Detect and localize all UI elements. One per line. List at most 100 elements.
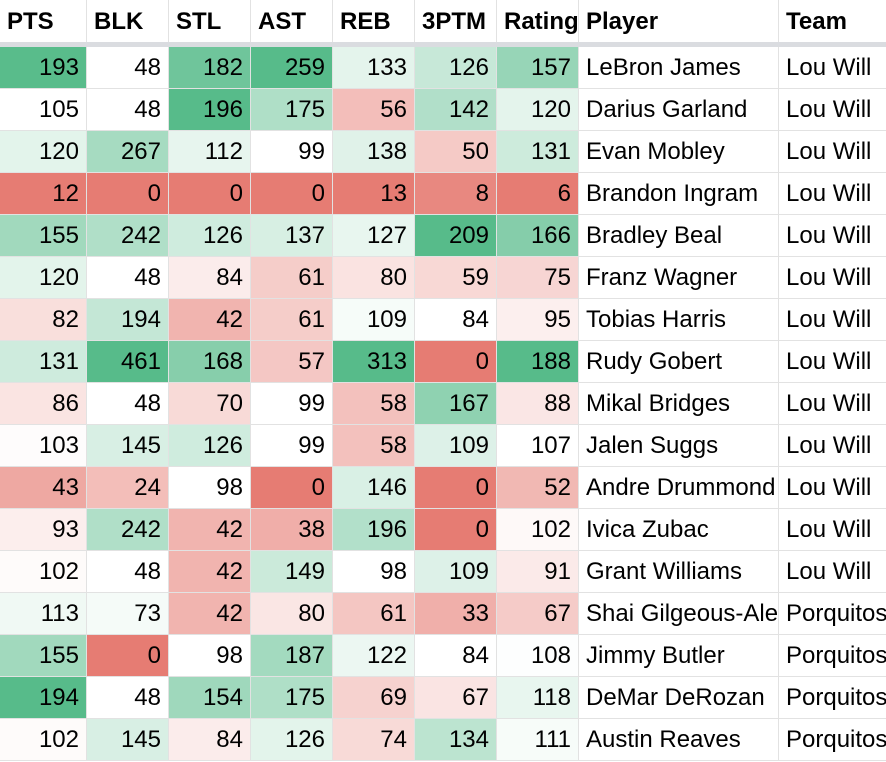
cell-reb[interactable]: 127 xyxy=(333,215,415,257)
cell-player[interactable]: LeBron James xyxy=(579,47,779,89)
cell-stl[interactable]: 84 xyxy=(169,719,251,761)
cell-3ptm[interactable]: 167 xyxy=(415,383,497,425)
cell-blk[interactable]: 48 xyxy=(87,257,169,299)
cell-rating[interactable]: 157 xyxy=(497,47,579,89)
cell-pts[interactable]: 155 xyxy=(0,215,87,257)
cell-player[interactable]: Jimmy Butler xyxy=(579,635,779,677)
column-header-reb[interactable]: REB xyxy=(333,0,415,42)
cell-rating[interactable]: 120 xyxy=(497,89,579,131)
cell-reb[interactable]: 56 xyxy=(333,89,415,131)
cell-stl[interactable]: 168 xyxy=(169,341,251,383)
cell-ast[interactable]: 137 xyxy=(251,215,333,257)
cell-reb[interactable]: 98 xyxy=(333,551,415,593)
column-header-rating[interactable]: Rating xyxy=(497,0,579,42)
cell-stl[interactable]: 98 xyxy=(169,635,251,677)
cell-ast[interactable]: 99 xyxy=(251,383,333,425)
cell-ast[interactable]: 175 xyxy=(251,89,333,131)
cell-3ptm[interactable]: 209 xyxy=(415,215,497,257)
cell-3ptm[interactable]: 50 xyxy=(415,131,497,173)
cell-pts[interactable]: 105 xyxy=(0,89,87,131)
cell-rating[interactable]: 6 xyxy=(497,173,579,215)
cell-stl[interactable]: 154 xyxy=(169,677,251,719)
cell-team[interactable]: Lou Will xyxy=(779,467,886,509)
cell-blk[interactable]: 48 xyxy=(87,551,169,593)
cell-player[interactable]: Jalen Suggs xyxy=(579,425,779,467)
cell-pts[interactable]: 86 xyxy=(0,383,87,425)
cell-team[interactable]: Lou Will xyxy=(779,131,886,173)
cell-ast[interactable]: 57 xyxy=(251,341,333,383)
cell-player[interactable]: Shai Gilgeous-Alexander xyxy=(579,593,779,635)
cell-stl[interactable]: 196 xyxy=(169,89,251,131)
column-header-player[interactable]: Player xyxy=(579,0,779,42)
cell-blk[interactable]: 0 xyxy=(87,173,169,215)
cell-pts[interactable]: 113 xyxy=(0,593,87,635)
cell-rating[interactable]: 88 xyxy=(497,383,579,425)
cell-3ptm[interactable]: 142 xyxy=(415,89,497,131)
cell-3ptm[interactable]: 8 xyxy=(415,173,497,215)
cell-pts[interactable]: 103 xyxy=(0,425,87,467)
cell-player[interactable]: Franz Wagner xyxy=(579,257,779,299)
cell-3ptm[interactable]: 109 xyxy=(415,425,497,467)
cell-3ptm[interactable]: 33 xyxy=(415,593,497,635)
cell-blk[interactable]: 145 xyxy=(87,425,169,467)
cell-pts[interactable]: 120 xyxy=(0,257,87,299)
cell-3ptm[interactable]: 67 xyxy=(415,677,497,719)
cell-stl[interactable]: 42 xyxy=(169,299,251,341)
cell-stl[interactable]: 98 xyxy=(169,467,251,509)
cell-blk[interactable]: 0 xyxy=(87,635,169,677)
cell-pts[interactable]: 131 xyxy=(0,341,87,383)
cell-ast[interactable]: 61 xyxy=(251,257,333,299)
cell-stl[interactable]: 112 xyxy=(169,131,251,173)
cell-stl[interactable]: 42 xyxy=(169,593,251,635)
cell-player[interactable]: Ivica Zubac xyxy=(579,509,779,551)
cell-pts[interactable]: 193 xyxy=(0,47,87,89)
cell-rating[interactable]: 166 xyxy=(497,215,579,257)
cell-blk[interactable]: 48 xyxy=(87,89,169,131)
cell-ast[interactable]: 99 xyxy=(251,425,333,467)
cell-blk[interactable]: 48 xyxy=(87,383,169,425)
cell-reb[interactable]: 138 xyxy=(333,131,415,173)
cell-pts[interactable]: 155 xyxy=(0,635,87,677)
cell-player[interactable]: Mikal Bridges xyxy=(579,383,779,425)
cell-team[interactable]: Lou Will xyxy=(779,551,886,593)
cell-team[interactable]: Lou Will xyxy=(779,509,886,551)
cell-3ptm[interactable]: 0 xyxy=(415,341,497,383)
cell-3ptm[interactable]: 59 xyxy=(415,257,497,299)
cell-team[interactable]: Lou Will xyxy=(779,173,886,215)
cell-blk[interactable]: 242 xyxy=(87,509,169,551)
cell-blk[interactable]: 461 xyxy=(87,341,169,383)
cell-pts[interactable]: 102 xyxy=(0,551,87,593)
cell-team[interactable]: Lou Will xyxy=(779,425,886,467)
cell-blk[interactable]: 267 xyxy=(87,131,169,173)
cell-rating[interactable]: 188 xyxy=(497,341,579,383)
cell-ast[interactable]: 259 xyxy=(251,47,333,89)
cell-team[interactable]: Lou Will xyxy=(779,215,886,257)
cell-blk[interactable]: 145 xyxy=(87,719,169,761)
cell-reb[interactable]: 109 xyxy=(333,299,415,341)
cell-rating[interactable]: 75 xyxy=(497,257,579,299)
cell-blk[interactable]: 242 xyxy=(87,215,169,257)
cell-pts[interactable]: 120 xyxy=(0,131,87,173)
cell-stl[interactable]: 42 xyxy=(169,509,251,551)
cell-3ptm[interactable]: 126 xyxy=(415,47,497,89)
column-header-3ptm[interactable]: 3PTM xyxy=(415,0,497,42)
cell-reb[interactable]: 146 xyxy=(333,467,415,509)
cell-player[interactable]: Austin Reaves xyxy=(579,719,779,761)
cell-team[interactable]: Lou Will xyxy=(779,383,886,425)
cell-blk[interactable]: 73 xyxy=(87,593,169,635)
cell-pts[interactable]: 102 xyxy=(0,719,87,761)
cell-reb[interactable]: 58 xyxy=(333,425,415,467)
cell-reb[interactable]: 13 xyxy=(333,173,415,215)
cell-player[interactable]: Andre Drummond xyxy=(579,467,779,509)
cell-stl[interactable]: 182 xyxy=(169,47,251,89)
cell-player[interactable]: DeMar DeRozan xyxy=(579,677,779,719)
column-header-pts[interactable]: PTS xyxy=(0,0,87,42)
cell-rating[interactable]: 67 xyxy=(497,593,579,635)
cell-player[interactable]: Tobias Harris xyxy=(579,299,779,341)
cell-team[interactable]: Porquitos xyxy=(779,635,886,677)
cell-pts[interactable]: 43 xyxy=(0,467,87,509)
cell-pts[interactable]: 82 xyxy=(0,299,87,341)
cell-team[interactable]: Porquitos xyxy=(779,719,886,761)
cell-3ptm[interactable]: 0 xyxy=(415,467,497,509)
